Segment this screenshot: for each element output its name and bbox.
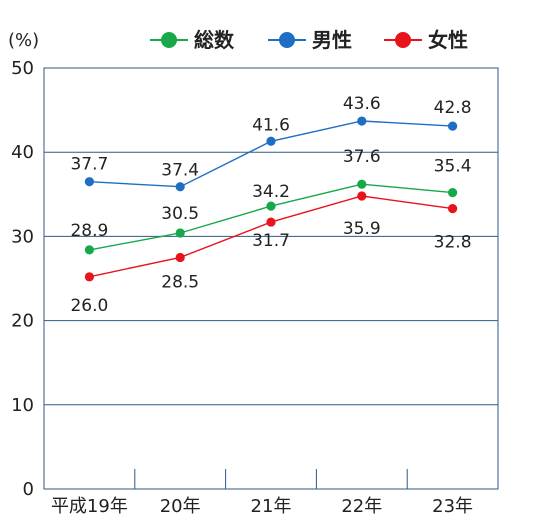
data-label: 37.6 [343, 147, 381, 167]
legend-swatch-marker [279, 32, 295, 48]
data-label: 26.0 [70, 296, 108, 316]
data-label: 34.2 [252, 182, 290, 202]
series [84, 116, 458, 282]
data-label: 41.6 [252, 115, 290, 135]
x-tick-label: 22年 [341, 496, 382, 517]
legend-item-1: 男性 [268, 28, 352, 52]
x-tick-label: 20年 [160, 496, 201, 517]
data-label: 31.7 [252, 231, 290, 251]
data-label: 37.7 [70, 155, 108, 175]
data-label: 37.4 [161, 161, 199, 181]
data-label: 35.9 [343, 219, 381, 239]
data-label: 28.5 [161, 272, 199, 292]
y-axis-unit-label: (%) [8, 30, 39, 51]
gridlines [44, 151, 498, 406]
legend-label: 男性 [312, 28, 352, 52]
data-point [357, 191, 367, 201]
data-point [84, 272, 94, 282]
data-labels: 28.9 30.5 34.2 37.6 35.4 37.7 37.4 41.6 43.6 42.8… [70, 94, 471, 316]
x-tick-label: 23年 [432, 496, 473, 517]
legend: 総数 男性 女性 [150, 28, 468, 52]
legend-label: 総数 [194, 28, 235, 52]
data-point [266, 136, 276, 146]
data-point [266, 201, 276, 211]
data-point [448, 204, 458, 214]
plot-frame [43, 67, 499, 490]
y-tick-label-10: 10 [11, 395, 34, 416]
legend-item-2: 女性 [384, 28, 468, 52]
data-point [357, 116, 367, 126]
legend-label: 女性 [428, 28, 468, 52]
y-tick-label-0: 0 [23, 479, 34, 500]
axes [43, 67, 499, 490]
data-label: 43.6 [343, 94, 381, 114]
data-label: 30.5 [161, 204, 199, 224]
data-point [175, 182, 185, 192]
y-tick-label-40: 40 [11, 142, 34, 163]
data-label: 32.8 [434, 233, 472, 253]
x-tick-label: 平成19年 [51, 496, 128, 517]
legend-swatch-marker [161, 32, 177, 48]
series-0 [84, 179, 458, 255]
data-point [175, 228, 185, 238]
data-point [84, 177, 94, 187]
data-point [448, 188, 458, 198]
legend-swatch-marker [395, 32, 411, 48]
series-1 [84, 116, 458, 192]
data-label: 42.8 [434, 98, 472, 118]
data-point [448, 121, 458, 131]
data-point [357, 179, 367, 189]
data-label: 35.4 [434, 157, 472, 177]
data-label: 28.9 [70, 221, 108, 241]
data-point [266, 217, 276, 227]
data-point [175, 252, 185, 263]
y-tick-label-30: 30 [11, 226, 34, 247]
y-tick-labels: 0 10 20 30 40 50 [11, 58, 34, 500]
y-tick-label-20: 20 [11, 311, 34, 332]
data-point [84, 245, 94, 255]
x-tick-label: 21年 [251, 496, 292, 517]
legend-item-0: 総数 [150, 28, 235, 52]
y-tick-label-50: 50 [11, 58, 34, 79]
series-2 [84, 191, 458, 282]
x-tick-labels: 平成19年 20年 21年 22年 23年 [51, 496, 473, 517]
